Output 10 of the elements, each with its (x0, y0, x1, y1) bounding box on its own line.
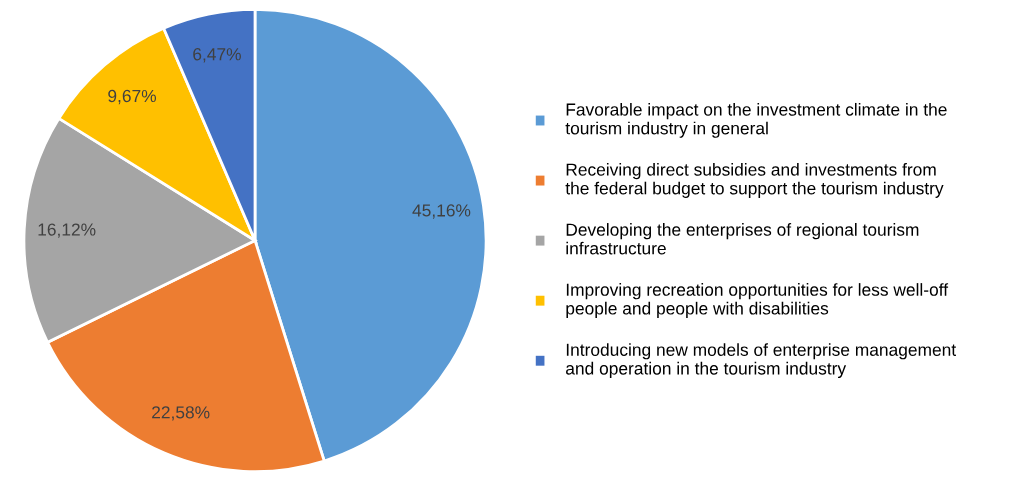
data-label: 6,47% (193, 48, 241, 63)
data-label: 45,16% (412, 204, 471, 219)
legend-label: Developing the enterprises of regional tourism infrastructure (566, 223, 919, 255)
legend-label: Introducing new models of enterprise management and operation in the tourism industry (566, 343, 957, 379)
legend-label: Receiving direct subsidies and investments from the federal budget to support the tourism industry (565, 163, 944, 198)
data-label: 9,67% (108, 89, 157, 105)
legend-label: Improving recreation opportunities for less well-off people and people with disabilities (566, 283, 949, 318)
data-label: 22,58% (152, 406, 210, 421)
legend-label: Favorable impact on the investment climate in the tourism industry in general (565, 102, 947, 138)
data-label: 16,12% (38, 223, 96, 238)
